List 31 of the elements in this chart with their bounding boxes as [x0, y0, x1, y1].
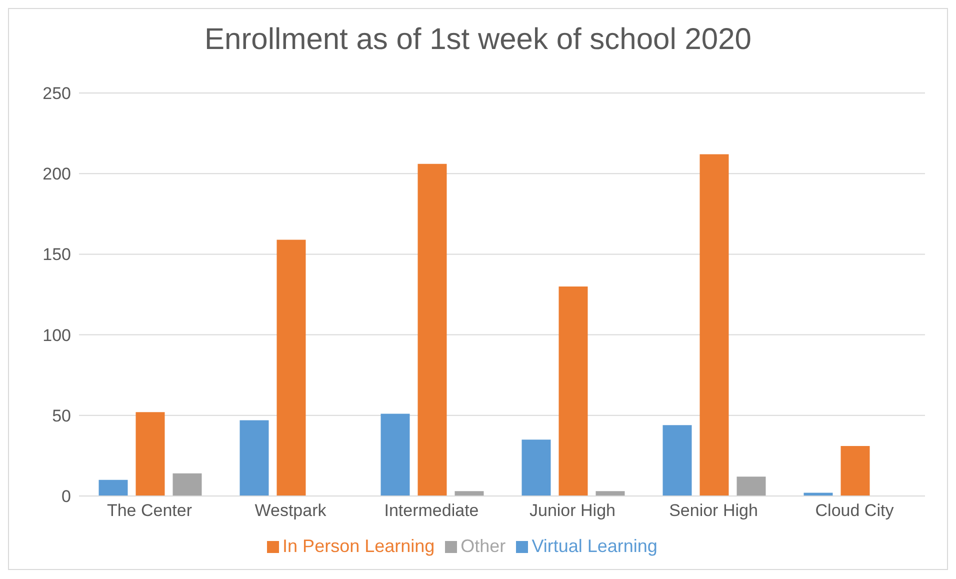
bar: [840, 446, 870, 496]
legend-label: In Person Learning: [282, 536, 435, 556]
y-tick-label: 100: [42, 326, 71, 345]
chart-title: Enrollment as of 1st week of school 2020: [204, 22, 752, 58]
x-tick-label: The Center: [106, 501, 192, 520]
y-tick-label: 200: [42, 164, 71, 184]
y-tick-label: 50: [52, 406, 71, 426]
bar: [136, 412, 165, 496]
bar: [418, 164, 447, 496]
bar: [172, 473, 202, 496]
x-tick-label: Junior High: [530, 501, 616, 520]
y-tick-label: 150: [42, 245, 71, 264]
bar: [240, 420, 269, 496]
bar: [662, 425, 692, 496]
x-tick-label: Westpark: [254, 501, 327, 520]
bar: [380, 414, 410, 496]
bar: [522, 440, 551, 496]
bar: [558, 286, 588, 496]
x-tick-label: Cloud City: [815, 501, 894, 520]
bar: [454, 491, 484, 496]
bar: [736, 476, 766, 496]
y-tick-label: 0: [62, 487, 71, 506]
bar: [700, 154, 729, 496]
legend-label: Other: [460, 536, 506, 556]
bar: [596, 491, 625, 496]
y-tick-label: 250: [42, 84, 71, 104]
x-tick-label: Intermediate: [384, 501, 479, 520]
legend-label: Virtual Learning: [532, 536, 658, 556]
x-tick-label: Senior High: [669, 501, 758, 520]
bar: [276, 240, 306, 496]
bar: [98, 480, 128, 496]
